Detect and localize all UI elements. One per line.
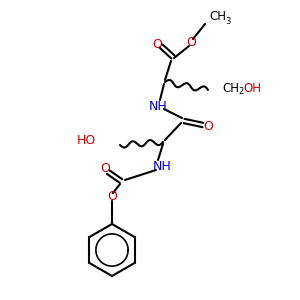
Text: O: O [203, 121, 213, 134]
Text: 2: 2 [238, 88, 243, 97]
Text: O: O [100, 163, 110, 176]
Text: O: O [152, 38, 162, 50]
Text: CH: CH [222, 82, 239, 95]
Text: NH: NH [153, 160, 171, 173]
Text: O: O [107, 190, 117, 203]
Text: 3: 3 [225, 16, 230, 26]
Text: O: O [186, 35, 196, 49]
Text: CH: CH [209, 11, 226, 23]
Text: OH: OH [243, 82, 261, 95]
Text: NH: NH [148, 100, 167, 112]
Text: HO: HO [77, 134, 96, 148]
